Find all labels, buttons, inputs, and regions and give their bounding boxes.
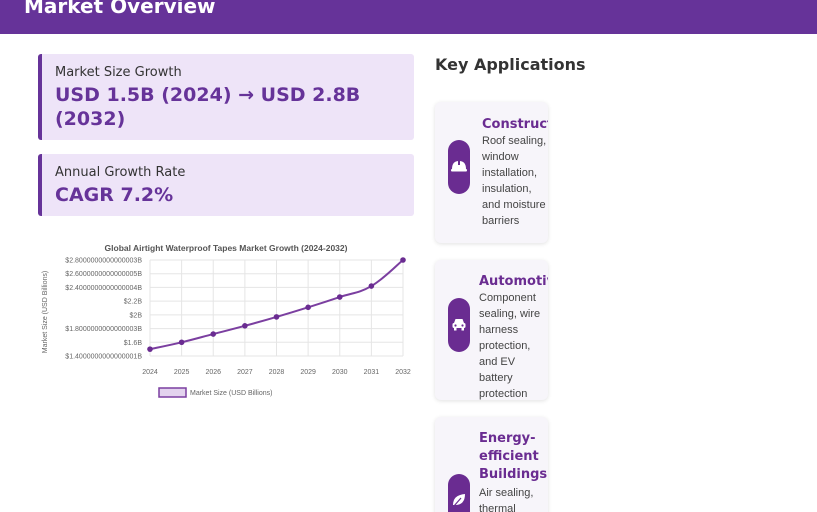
application-desc: Roof sealing, window installation, insul…: [482, 135, 547, 227]
x-tick-label: 2025: [174, 369, 190, 376]
application-title: Automotive: [479, 274, 548, 289]
growth-rate-card: Annual Growth Rate CAGR 7.2%: [38, 154, 414, 216]
data-point: [305, 304, 311, 311]
x-tick-label: 2029: [300, 369, 316, 376]
growth-rate-label: Annual Growth Rate: [55, 165, 186, 180]
application-desc: Air sealing, thermal: [479, 487, 534, 512]
market-size-card: Market Size Growth USD 1.5B (2024) → USD…: [38, 54, 414, 140]
market-growth-chart: Global Airtight Waterproof Tapes Market …: [42, 243, 411, 398]
y-axis-label: Market Size (USD Billions): [42, 271, 49, 353]
chart-legend: Market Size (USD Billions): [158, 387, 272, 398]
y-tick-label: $2B: [130, 312, 143, 319]
data-point: [178, 339, 185, 346]
application-card-energy-buildings: Energy-efficient Buildings Air sealing, …: [435, 417, 548, 512]
market-size-label: Market Size Growth: [55, 65, 182, 80]
x-tick-label: 2024: [142, 369, 158, 376]
market-size-value: USD 1.5B (2024) → USD 2.8B (2032): [55, 84, 361, 130]
y-tick-label: $2.4000000000000004B: [65, 285, 142, 292]
page-title: Market Overview: [24, 0, 216, 18]
data-point: [147, 346, 153, 352]
chart-title: Global Airtight Waterproof Tapes Market …: [105, 243, 348, 253]
hard-hat-icon: [448, 140, 470, 194]
y-tick-label: $2.8000000000000003B: [65, 258, 142, 265]
y-tick-label: $2.2B: [124, 299, 143, 306]
y-tick-label: $1.6B: [124, 340, 143, 347]
x-tick-label: 2030: [332, 369, 348, 376]
data-point: [242, 323, 248, 329]
growth-rate-value: CAGR 7.2%: [55, 184, 174, 206]
application-title: Energy-efficient Buildings: [479, 431, 548, 482]
x-tick-label: 2027: [237, 369, 253, 376]
data-point: [273, 314, 280, 320]
data-point: [336, 294, 343, 300]
application-card-automotive: Automotive Component sealing, wire harne…: [435, 260, 548, 400]
y-tick-label: $1.4000000000000001B: [65, 354, 142, 361]
page-header: Market Overview: [0, 0, 817, 34]
leaf-icon: [448, 474, 470, 512]
x-tick-label: 2032: [395, 369, 411, 376]
y-tick-label: $2.6000000000000005B: [65, 271, 142, 278]
application-card-construction: Construction Roof sealing, window instal…: [435, 102, 548, 243]
application-desc: Component sealing, wire harness protecti…: [479, 292, 541, 400]
y-tick-label: $1.8000000000000003B: [65, 326, 142, 333]
application-title: Construction: [482, 117, 548, 132]
legend-swatch: [158, 387, 187, 398]
data-point: [400, 257, 406, 263]
x-tick-label: 2031: [364, 369, 380, 376]
data-point: [368, 283, 375, 289]
x-tick-label: 2028: [269, 369, 285, 376]
car-icon: [448, 298, 470, 352]
applications-title: Key Applications: [435, 55, 586, 74]
data-point: [210, 331, 217, 337]
legend-label: Market Size (USD Billions): [190, 390, 272, 397]
x-tick-label: 2026: [205, 369, 221, 376]
